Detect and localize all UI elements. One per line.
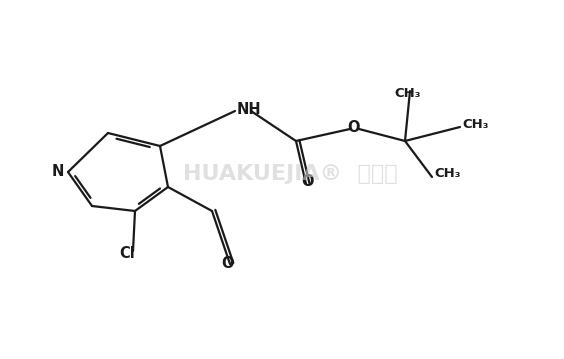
Text: CH₃: CH₃ bbox=[395, 87, 421, 100]
Text: O: O bbox=[302, 174, 314, 189]
Text: O: O bbox=[222, 256, 234, 271]
Text: CH₃: CH₃ bbox=[462, 118, 488, 131]
Text: NH: NH bbox=[237, 102, 262, 117]
Text: N: N bbox=[52, 164, 64, 180]
Text: HUAKUEJIA®  化学加: HUAKUEJIA® 化学加 bbox=[183, 164, 397, 184]
Text: Cl: Cl bbox=[119, 246, 135, 261]
Text: CH₃: CH₃ bbox=[434, 167, 460, 180]
Text: O: O bbox=[347, 120, 359, 135]
